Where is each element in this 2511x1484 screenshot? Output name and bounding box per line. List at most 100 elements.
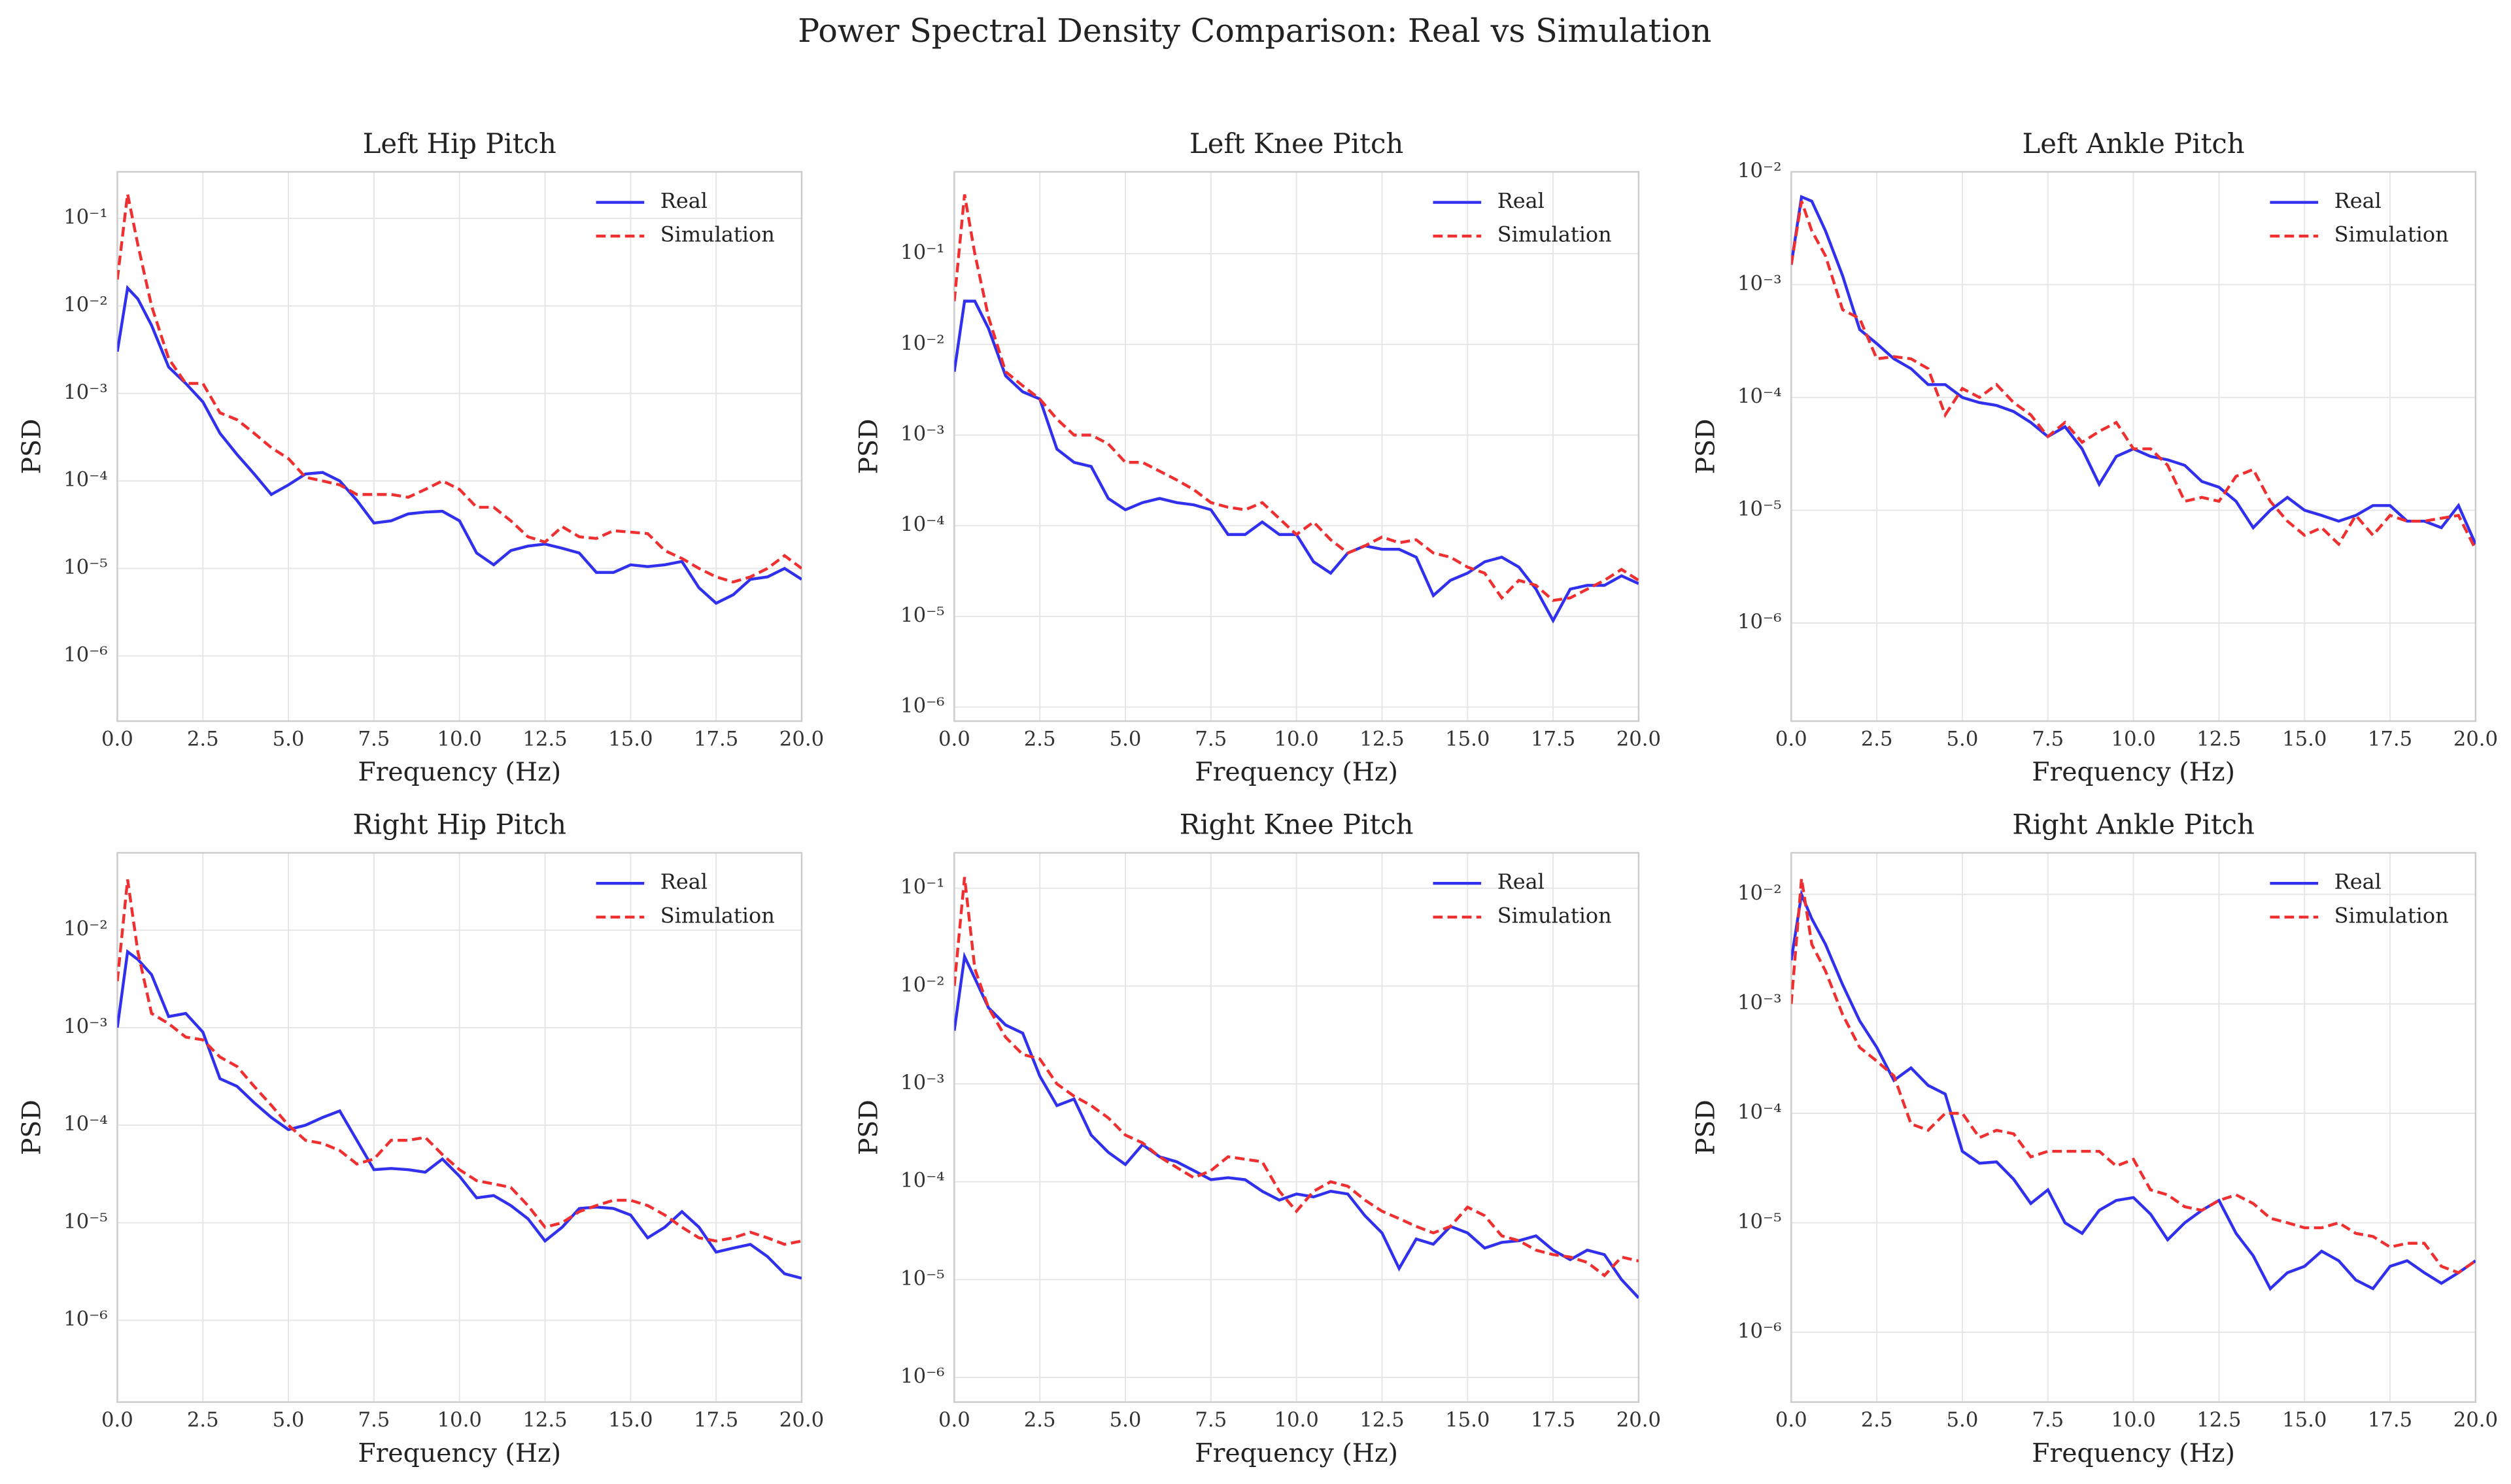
x-tick-label: 0.0 (938, 1409, 970, 1432)
series-line (1791, 195, 2476, 545)
plot-frame (953, 171, 1640, 722)
x-tick-label: 17.5 (1531, 728, 1575, 751)
y-tick-label: 10⁻¹ (900, 241, 945, 264)
y-tick-label: 10⁻⁶ (1737, 611, 1782, 633)
legend-label: Simulation (1497, 222, 1612, 247)
x-axis-label: Frequency (Hz) (358, 1439, 561, 1468)
subplot-title: Left Ankle Pitch (2023, 127, 2245, 160)
x-tick-label: 0.0 (101, 1409, 133, 1432)
x-tick-label: 0.0 (101, 728, 133, 751)
y-tick-label: 10⁻⁵ (900, 1267, 945, 1290)
plot-frame (116, 852, 803, 1403)
subplot-title: Right Ankle Pitch (2012, 809, 2255, 841)
series-line (117, 194, 802, 584)
y-axis-label: PSD (18, 1100, 47, 1155)
x-tick-label: 17.5 (694, 728, 738, 751)
y-tick-label: 10⁻⁴ (1737, 1101, 1782, 1124)
legend-label: Real (2334, 869, 2382, 894)
y-tick-label: 10⁻⁶ (63, 643, 108, 666)
y-tick-label: 10⁻⁵ (63, 1210, 108, 1233)
x-tick-label: 2.5 (1024, 728, 1056, 751)
series-line (954, 299, 1639, 624)
x-tick-label: 5.0 (1947, 1409, 1979, 1432)
y-tick-label: 10⁻² (900, 973, 945, 996)
x-tick-label: 5.0 (273, 1409, 305, 1432)
y-axis-label: PSD (855, 1100, 884, 1155)
x-axis-label: Frequency (Hz) (1195, 1439, 1398, 1468)
x-tick-label: 10.0 (1274, 1409, 1318, 1432)
x-tick-label: 7.5 (2032, 1409, 2064, 1432)
legend-label: Real (2334, 188, 2382, 213)
y-tick-label: 10⁻² (900, 332, 945, 355)
x-tick-label: 12.5 (1359, 1409, 1404, 1432)
x-tick-label: 2.5 (1861, 728, 1893, 751)
y-tick-label: 10⁻⁴ (1737, 385, 1782, 408)
y-tick-label: 10⁻⁴ (63, 1113, 108, 1136)
plot-frame (1790, 852, 2477, 1403)
legend-label: Simulation (660, 222, 775, 247)
x-tick-label: 17.5 (694, 1409, 738, 1432)
y-tick-label: 10⁻⁶ (1737, 1320, 1782, 1343)
legend-label: Real (1497, 869, 1545, 894)
subplot: 0.0 2.5 5.0 7.5 10.0 12.5 15.0 17.5 20.0 10⁻⁶ 10⁻⁵… (1692, 809, 2498, 1468)
y-tick-label: 10⁻⁵ (900, 604, 945, 627)
y-tick-label: 10⁻⁴ (900, 1170, 945, 1192)
series-line (117, 949, 802, 1280)
x-tick-label: 20.0 (779, 728, 824, 751)
y-tick-label: 10⁻⁵ (1737, 497, 1782, 520)
y-tick-label: 10⁻¹ (900, 876, 945, 899)
x-tick-label: 0.0 (938, 728, 970, 751)
subplot: 0.0 2.5 5.0 7.5 10.0 12.5 15.0 17.5 20.0 10⁻⁶ 10⁻⁵… (1692, 127, 2498, 787)
x-tick-label: 5.0 (273, 728, 305, 751)
y-tick-label: 10⁻² (63, 294, 108, 316)
y-tick-label: 10⁻³ (1737, 992, 1782, 1015)
x-tick-label: 20.0 (2453, 1409, 2498, 1432)
y-tick-label: 10⁻⁴ (63, 469, 108, 492)
x-tick-label: 20.0 (2453, 728, 2498, 751)
x-tick-label: 5.0 (1110, 728, 1142, 751)
series-line (954, 194, 1639, 602)
legend-label: Simulation (2334, 222, 2449, 247)
x-tick-label: 7.5 (2032, 728, 2064, 751)
x-tick-label: 5.0 (1947, 728, 1979, 751)
x-tick-label: 10.0 (1274, 728, 1318, 751)
y-tick-label: 10⁻⁵ (1737, 1210, 1782, 1233)
subplot: 0.0 2.5 5.0 7.5 10.0 12.5 15.0 17.5 20.0 10⁻⁶ 10⁻⁵… (855, 809, 1661, 1468)
x-tick-label: 7.5 (358, 728, 390, 751)
series-line (117, 284, 802, 605)
plot-frame (953, 852, 1640, 1403)
x-axis-label: Frequency (Hz) (2032, 1439, 2235, 1468)
x-tick-label: 12.5 (1359, 728, 1404, 751)
x-tick-label: 15.0 (2282, 728, 2327, 751)
y-tick-label: 10⁻³ (63, 381, 108, 404)
x-tick-label: 0.0 (1775, 728, 1807, 751)
x-tick-label: 10.0 (2111, 1409, 2155, 1432)
x-tick-label: 17.5 (2368, 728, 2412, 751)
plot-frame (116, 171, 803, 722)
x-tick-label: 15.0 (2282, 1409, 2327, 1432)
series-line (117, 879, 802, 1246)
x-tick-label: 2.5 (187, 1409, 219, 1432)
subplot: 0.0 2.5 5.0 7.5 10.0 12.5 15.0 17.5 20.0 10⁻⁶ 10⁻⁵… (855, 127, 1661, 787)
x-tick-label: 12.5 (2196, 1409, 2241, 1432)
x-tick-label: 20.0 (1616, 728, 1661, 751)
y-tick-label: 10⁻⁶ (900, 695, 945, 718)
series-line (954, 951, 1639, 1299)
figure-title: Power Spectral Density Comparison: Real … (798, 12, 1711, 50)
x-tick-label: 15.0 (1445, 728, 1490, 751)
series-line (954, 877, 1639, 1278)
subplot-title: Left Knee Pitch (1189, 127, 1403, 160)
x-tick-label: 15.0 (608, 728, 653, 751)
legend-label: Simulation (660, 903, 775, 928)
x-tick-label: 10.0 (437, 728, 482, 751)
x-tick-label: 17.5 (2368, 1409, 2412, 1432)
series-line (1791, 200, 2476, 550)
x-tick-label: 7.5 (1195, 728, 1227, 751)
x-tick-label: 12.5 (522, 728, 567, 751)
y-tick-label: 10⁻⁵ (63, 556, 108, 579)
y-tick-label: 10⁻² (63, 918, 108, 941)
x-tick-label: 15.0 (608, 1409, 653, 1432)
x-tick-label: 12.5 (522, 1409, 567, 1432)
